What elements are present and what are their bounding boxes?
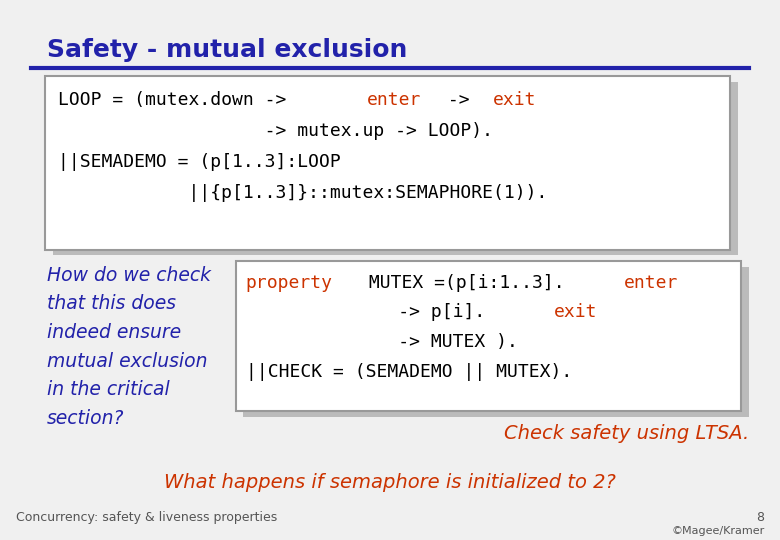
Text: What happens if semaphore is initialized to 2?: What happens if semaphore is initialized… xyxy=(164,472,616,491)
FancyBboxPatch shape xyxy=(243,267,749,417)
Text: ||CHECK = (SEMADEMO || MUTEX).: ||CHECK = (SEMADEMO || MUTEX). xyxy=(246,363,572,381)
Text: -> MUTEX ).: -> MUTEX ). xyxy=(246,333,518,351)
FancyBboxPatch shape xyxy=(53,82,738,255)
Text: Check safety using LTSA.: Check safety using LTSA. xyxy=(504,424,749,443)
Text: -> p[i].: -> p[i]. xyxy=(246,303,485,321)
Text: section?: section? xyxy=(47,409,124,428)
Text: ||{p[1..3]}::mutex:SEMAPHORE(1)).: ||{p[1..3]}::mutex:SEMAPHORE(1)). xyxy=(58,184,548,201)
Text: property: property xyxy=(246,274,333,292)
Text: that this does: that this does xyxy=(47,294,176,313)
Text: enter: enter xyxy=(367,91,421,109)
Text: ©Magee/Kramer: ©Magee/Kramer xyxy=(671,525,764,536)
Text: How do we check: How do we check xyxy=(47,266,211,285)
Text: -> mutex.up -> LOOP).: -> mutex.up -> LOOP). xyxy=(58,122,494,139)
Text: LOOP = (mutex.down ->: LOOP = (mutex.down -> xyxy=(58,91,298,109)
Text: Concurrency: safety & liveness properties: Concurrency: safety & liveness propertie… xyxy=(16,511,277,524)
Text: in the critical: in the critical xyxy=(47,380,169,399)
Text: enter: enter xyxy=(624,274,678,292)
Text: ||SEMADEMO = (p[1..3]:LOOP: ||SEMADEMO = (p[1..3]:LOOP xyxy=(58,153,342,171)
Text: mutual exclusion: mutual exclusion xyxy=(47,352,207,370)
Text: exit: exit xyxy=(492,91,536,109)
Text: exit: exit xyxy=(554,303,597,321)
Text: MUTEX =(p[i:1..3].: MUTEX =(p[i:1..3]. xyxy=(358,274,565,292)
FancyBboxPatch shape xyxy=(236,261,741,411)
Text: ->: -> xyxy=(437,91,480,109)
Text: 8: 8 xyxy=(757,511,764,524)
Text: indeed ensure: indeed ensure xyxy=(47,323,181,342)
FancyBboxPatch shape xyxy=(45,76,730,250)
Text: Safety - mutual exclusion: Safety - mutual exclusion xyxy=(47,38,407,62)
